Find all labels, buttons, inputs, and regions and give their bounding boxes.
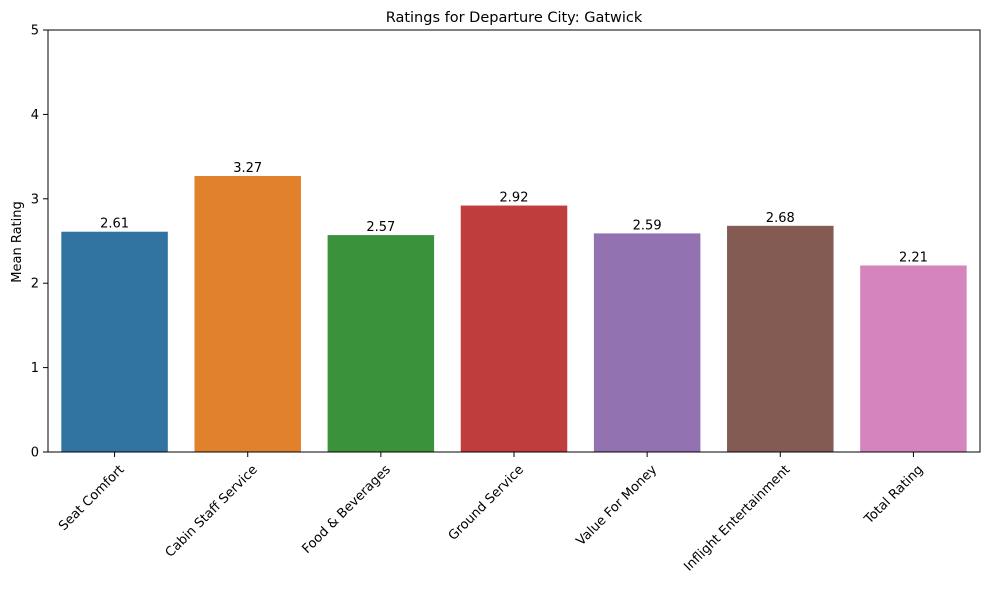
y-tick-label-0: 0 — [31, 446, 39, 461]
x-tick-label-4: Value For Money — [574, 462, 661, 549]
bar-0 — [61, 231, 168, 452]
bar-6 — [860, 265, 967, 452]
chart-title: Ratings for Departure City: Gatwick — [386, 10, 643, 26]
y-tick-label-5: 5 — [31, 24, 39, 39]
y-tick-label-1: 1 — [31, 361, 39, 376]
x-tick-label-2: Food & Beverages — [299, 462, 394, 557]
bar-5 — [727, 225, 834, 452]
data-label-4: 2.59 — [633, 218, 662, 233]
data-label-2: 2.57 — [366, 220, 395, 235]
y-tick-label-3: 3 — [31, 192, 39, 207]
x-tick-label-3: Ground Service — [446, 462, 527, 543]
bar-3 — [460, 205, 568, 452]
data-label-0: 2.61 — [100, 217, 129, 232]
y-tick-label-4: 4 — [31, 108, 39, 123]
bar-4 — [593, 233, 701, 452]
data-label-6: 2.21 — [899, 250, 928, 265]
bar-2 — [327, 235, 435, 452]
y-tick-label-2: 2 — [31, 277, 39, 292]
bar-1 — [194, 176, 301, 452]
data-label-3: 2.92 — [500, 191, 529, 206]
data-label-5: 2.68 — [766, 211, 795, 226]
data-label-1: 3.27 — [233, 161, 262, 176]
x-tick-label-6: Total Rating — [861, 462, 926, 527]
x-tick-label-1: Cabin Staff Service — [163, 462, 261, 560]
x-tick-label-0: Seat Comfort — [56, 462, 128, 534]
y-axis-label: Mean Rating — [10, 201, 25, 282]
x-tick-label-5: Inflight Entertainment — [681, 462, 793, 574]
